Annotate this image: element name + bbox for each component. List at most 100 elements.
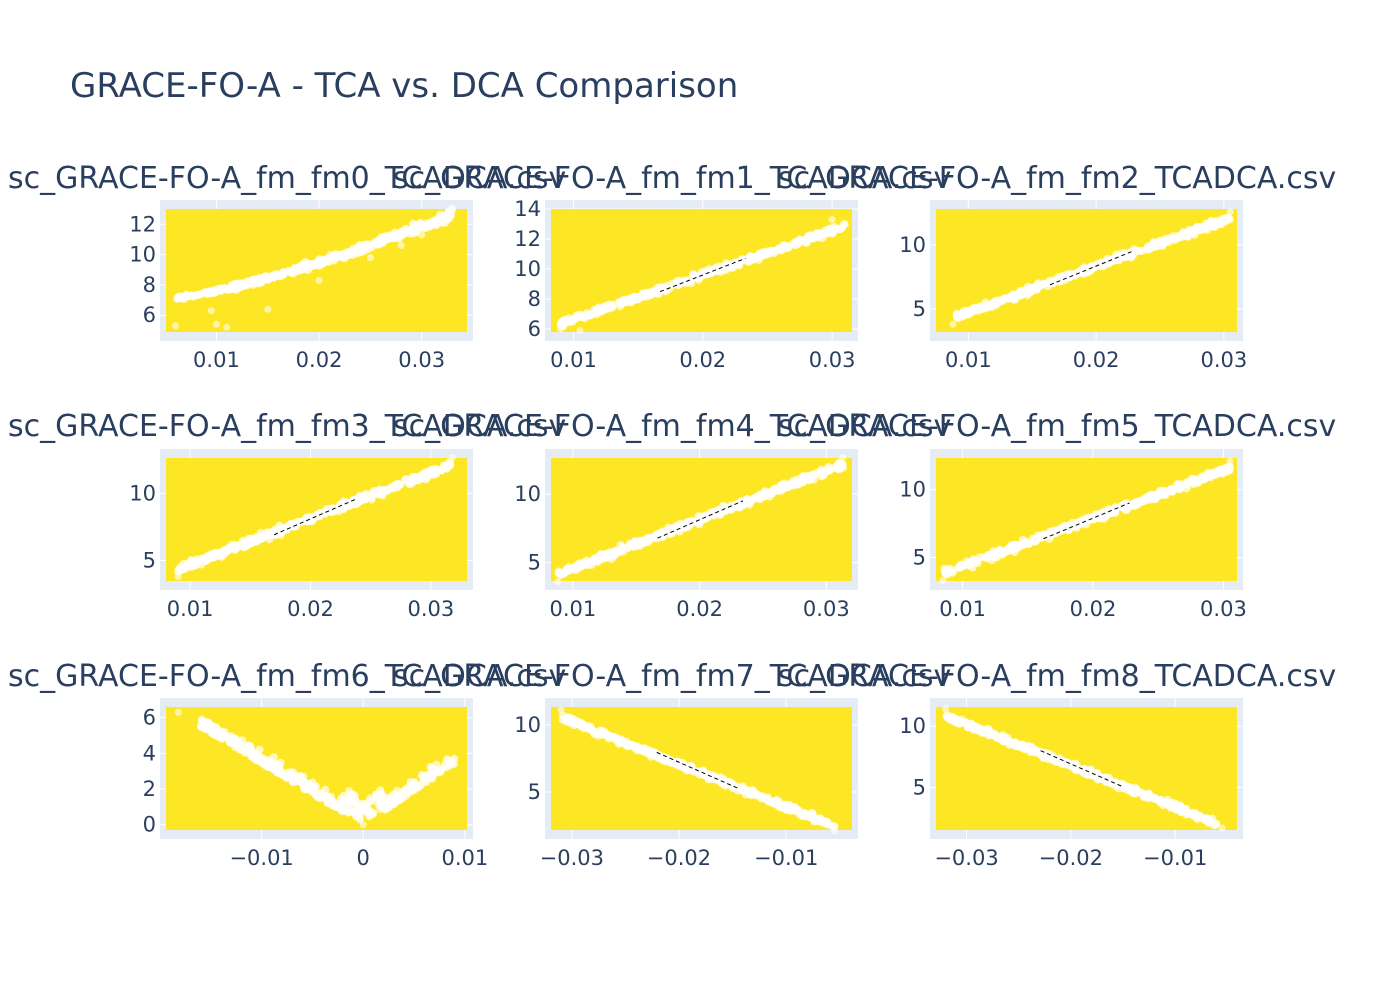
scatter-point bbox=[451, 760, 459, 768]
scatter-point bbox=[632, 541, 641, 550]
scatter-point bbox=[249, 280, 258, 289]
scatter-point bbox=[346, 790, 354, 799]
scatter-point bbox=[554, 578, 562, 586]
y-tick-label: 10 bbox=[129, 243, 156, 267]
x-tick-label: −0.01 bbox=[754, 846, 818, 870]
scatter-point bbox=[769, 249, 778, 258]
subplot-title: sc_GRACE-FO-A_fm_fm6_TCADCA.csv bbox=[8, 659, 566, 694]
scatter-point bbox=[383, 235, 392, 244]
scatter-point bbox=[683, 518, 692, 527]
y-tick-label: 0 bbox=[143, 813, 156, 837]
scatter-point bbox=[1039, 753, 1048, 762]
subplot-title: sc_GRACE-FO-A_fm_fm0_TCADCA.csv bbox=[8, 161, 566, 196]
scatter-point bbox=[1198, 222, 1207, 231]
scatter-point bbox=[383, 486, 392, 495]
scatter-point bbox=[235, 741, 243, 750]
scatter-point bbox=[811, 814, 819, 823]
scatter-point bbox=[1158, 241, 1167, 250]
y-tick-label: 6 bbox=[528, 317, 541, 341]
scatter-point bbox=[1058, 272, 1067, 281]
scatter-point bbox=[197, 723, 205, 731]
scatter-point bbox=[315, 276, 323, 284]
scatter-point bbox=[835, 225, 843, 232]
scatter-point bbox=[1098, 262, 1107, 271]
scatter-point bbox=[320, 508, 329, 517]
scatter-point bbox=[174, 573, 182, 581]
scatter-point bbox=[316, 794, 325, 803]
scatter-point bbox=[738, 784, 746, 793]
scatter-point bbox=[819, 229, 828, 238]
scatter-point bbox=[411, 227, 420, 236]
scatter-point bbox=[839, 453, 847, 461]
scatter-point bbox=[381, 804, 390, 813]
scatter-point bbox=[633, 294, 642, 303]
y-tick-label: 5 bbox=[913, 297, 926, 321]
scatter-point bbox=[176, 293, 185, 302]
scatter-point bbox=[1085, 268, 1094, 277]
scatter-point bbox=[945, 564, 954, 573]
subplot-title: sc_GRACE-FO-A_fm_fm5_TCADCA.csv bbox=[778, 409, 1336, 444]
x-tick-label: 0.01 bbox=[550, 348, 597, 372]
scatter-point bbox=[252, 750, 261, 759]
scatter-point bbox=[1173, 804, 1182, 812]
reference-line bbox=[657, 500, 744, 539]
y-tick-label: 8 bbox=[143, 273, 156, 297]
scatter-point bbox=[1005, 740, 1014, 749]
scatter-point bbox=[364, 240, 373, 249]
scatter-point bbox=[599, 306, 607, 315]
subplot-5: 0.01 0.02 0.03 5 10 sc_GRACE-FO-A_fm_fm5_TCAD… bbox=[778, 409, 1336, 621]
y-tick-label: 10 bbox=[129, 481, 156, 505]
scatter-point bbox=[443, 755, 452, 764]
scatter-point bbox=[366, 254, 374, 262]
scatter-point bbox=[410, 475, 419, 484]
scatter-point bbox=[1060, 521, 1069, 530]
scatter-point bbox=[376, 786, 385, 795]
y-tick-label: 10 bbox=[514, 713, 541, 737]
scatter-point bbox=[734, 258, 743, 267]
subplot-title: sc_GRACE-FO-A_fm_fm2_TCADCA.csv bbox=[778, 161, 1336, 196]
scatter-point bbox=[989, 547, 998, 556]
scatter-point bbox=[774, 244, 783, 253]
scatter-points bbox=[556, 216, 849, 334]
scatter-point bbox=[1211, 820, 1220, 829]
scatter-point bbox=[557, 706, 565, 714]
scatter-point bbox=[1217, 218, 1226, 226]
scatter-point bbox=[824, 467, 833, 475]
scatter-point bbox=[572, 565, 581, 574]
scatter-point bbox=[813, 229, 822, 238]
scatter-points bbox=[174, 453, 456, 581]
y-tick-label: 6 bbox=[143, 706, 156, 730]
scatter-point bbox=[263, 528, 272, 537]
x-tick-label: 0.03 bbox=[1200, 597, 1247, 621]
scatter-point bbox=[1049, 755, 1058, 764]
x-tick-label: 0.03 bbox=[1200, 348, 1247, 372]
scatter-point bbox=[1168, 485, 1177, 494]
subplot-3: 0.01 0.02 0.03 5 10 sc_GRACE-FO-A_fm_fm3_TCAD… bbox=[8, 409, 566, 621]
scatter-point bbox=[626, 295, 635, 304]
scatter-point bbox=[993, 297, 1002, 306]
scatter-point bbox=[719, 501, 728, 510]
scatter-point bbox=[1225, 463, 1234, 472]
scatter-point bbox=[323, 799, 332, 808]
scatter-point bbox=[1106, 778, 1115, 787]
scatter-point bbox=[794, 239, 803, 247]
scatter-point bbox=[560, 568, 569, 577]
scatter-point bbox=[798, 810, 807, 819]
scatter-point bbox=[785, 241, 793, 250]
scatter-point bbox=[681, 763, 690, 772]
x-tick-label: 0.01 bbox=[193, 348, 240, 372]
scatter-point bbox=[1029, 746, 1038, 754]
scatter-point bbox=[644, 747, 653, 756]
scatter-point bbox=[1132, 246, 1141, 255]
y-tick-label: 10 bbox=[514, 257, 541, 281]
scatter-point bbox=[216, 287, 225, 295]
scatter-point bbox=[256, 276, 265, 285]
scatter-point bbox=[1207, 217, 1215, 224]
scatter-point bbox=[366, 794, 375, 803]
scatter-point bbox=[625, 539, 634, 548]
scatter-point bbox=[273, 763, 282, 772]
scatter-point bbox=[300, 781, 309, 790]
x-tick-label: −0.02 bbox=[647, 846, 711, 870]
scatter-point bbox=[346, 248, 355, 257]
scatter-point bbox=[449, 207, 456, 215]
